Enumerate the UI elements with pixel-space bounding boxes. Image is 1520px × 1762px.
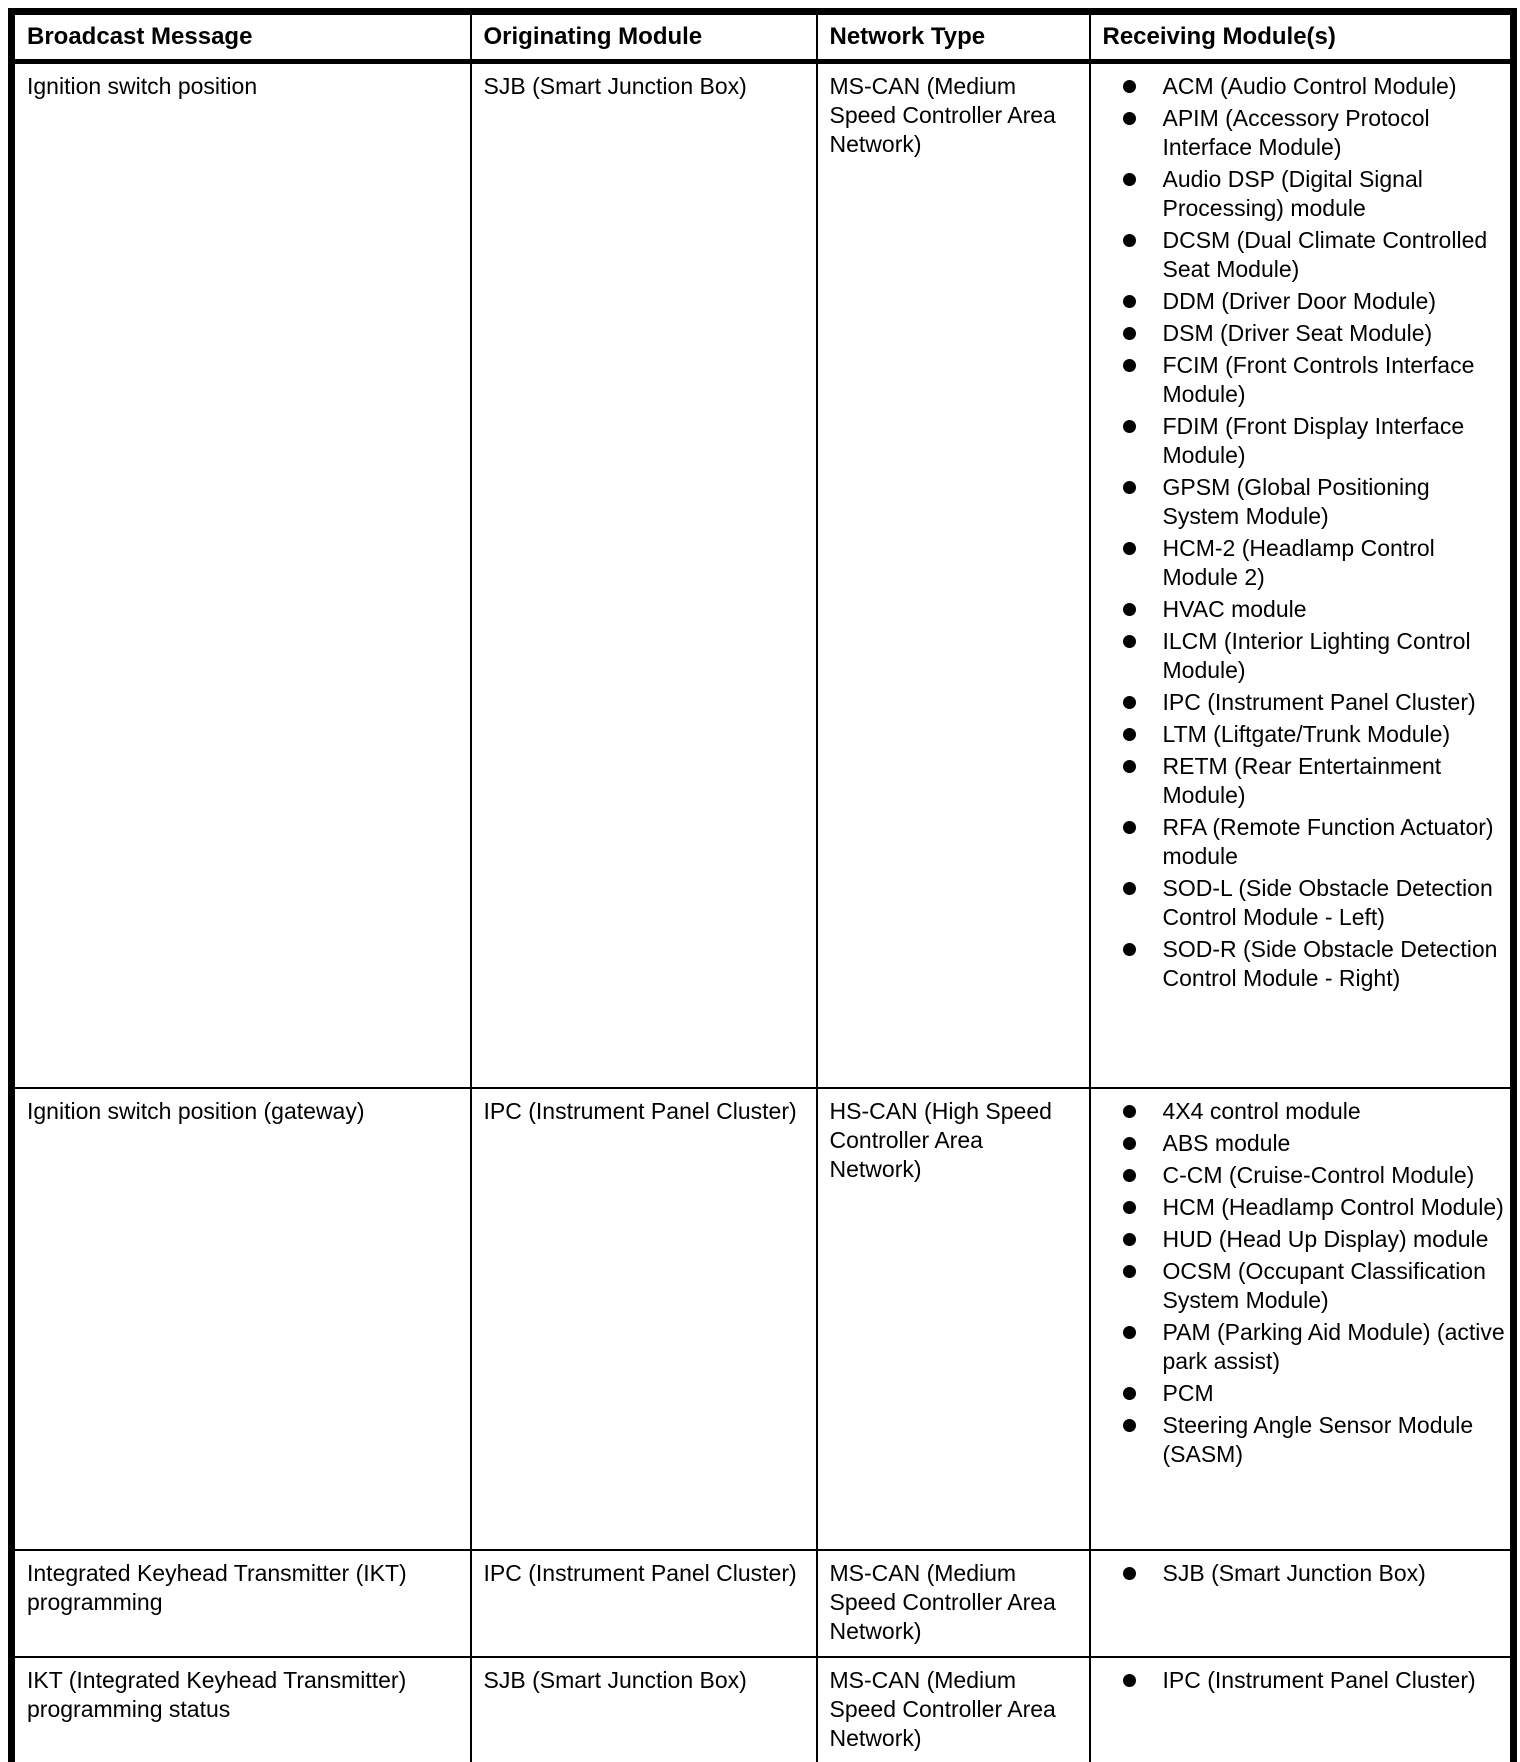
receiving-module-item: ILCM (Interior Lighting Control Module) — [1122, 627, 1507, 685]
receiving-module-item: Steering Angle Sensor Module (SASM) — [1122, 1411, 1507, 1469]
receiving-module-item: SOD-L (Side Obstacle Detection Control M… — [1122, 874, 1507, 932]
receiving-module-item: C-CM (Cruise-Control Module) — [1122, 1161, 1507, 1190]
receiving-module-item: DCSM (Dual Climate Controlled Seat Modul… — [1122, 226, 1507, 284]
receiving-module-item: IPC (Instrument Panel Cluster) — [1122, 688, 1507, 717]
receiving-module-item: DSM (Driver Seat Module) — [1122, 319, 1507, 348]
receiving-module-item: RETM (Rear Entertainment Module) — [1122, 752, 1507, 810]
receiving-module-item: DDM (Driver Door Module) — [1122, 287, 1507, 316]
receiving-module-item: PAM (Parking Aid Module) (active park as… — [1122, 1318, 1507, 1376]
receiving-module-item: RFA (Remote Function Actuator) module — [1122, 813, 1507, 871]
receiving-module-item: PCM — [1122, 1379, 1507, 1408]
receiving-module-item: HUD (Head Up Display) module — [1122, 1225, 1507, 1254]
receiving-modules-cell: IPC (Instrument Panel Cluster) — [1088, 1655, 1515, 1762]
network-type-cell: HS-CAN (High Speed Controller Area Netwo… — [815, 1086, 1091, 1551]
broadcast-message-cell: Ignition switch position — [10, 60, 472, 1089]
table-row: Ignition switch position (gateway) IPC (I… — [10, 1086, 1515, 1551]
broadcast-message-cell: Integrated Keyhead Transmitter (IKT) pro… — [10, 1548, 472, 1658]
receiving-module-item: APIM (Accessory Protocol Interface Modul… — [1122, 104, 1507, 162]
receiving-module-item: LTM (Liftgate/Trunk Module) — [1122, 720, 1507, 749]
receiving-module-item: FDIM (Front Display Interface Module) — [1122, 412, 1507, 470]
originating-module-cell: IPC (Instrument Panel Cluster) — [469, 1086, 818, 1551]
receiving-module-item: ACM (Audio Control Module) — [1122, 72, 1507, 101]
receiving-module-item: FCIM (Front Controls Interface Module) — [1122, 351, 1507, 409]
receiving-modules-list: 4X4 control module ABS module C-CM (Cruise… — [1101, 1097, 1507, 1469]
table-row: Integrated Keyhead Transmitter (IKT) pro… — [10, 1548, 1515, 1658]
receiving-modules-list: ACM (Audio Control Module) APIM (Accessor… — [1101, 72, 1507, 993]
table-body: Ignition switch position SJB (Smart Junct… — [10, 60, 1515, 1762]
receiving-modules-cell: 4X4 control module ABS module C-CM (Cruise… — [1088, 1086, 1515, 1551]
network-type-cell: MS-CAN (Medium Speed Controller Area Net… — [815, 1655, 1091, 1762]
receiving-module-item: SOD-R (Side Obstacle Detection Control M… — [1122, 935, 1507, 993]
column-header-network-type: Network Type — [815, 10, 1091, 64]
column-header-receiving-modules: Receiving Module(s) — [1088, 10, 1515, 64]
receiving-module-item: HCM (Headlamp Control Module) — [1122, 1193, 1507, 1222]
receiving-module-item: HCM-2 (Headlamp Control Module 2) — [1122, 534, 1507, 592]
broadcast-message-table: Broadcast Message Originating Module Net… — [8, 8, 1517, 1762]
receiving-module-item: SJB (Smart Junction Box) — [1122, 1559, 1507, 1588]
column-header-originating-module: Originating Module — [469, 10, 818, 64]
network-type-cell: MS-CAN (Medium Speed Controller Area Net… — [815, 1548, 1091, 1658]
broadcast-message-cell: Ignition switch position (gateway) — [10, 1086, 472, 1551]
table-header: Broadcast Message Originating Module Net… — [10, 10, 1515, 64]
network-type-cell: MS-CAN (Medium Speed Controller Area Net… — [815, 60, 1091, 1089]
column-header-broadcast-message: Broadcast Message — [10, 10, 472, 64]
receiving-module-item: 4X4 control module — [1122, 1097, 1507, 1126]
receiving-modules-cell: ACM (Audio Control Module) APIM (Accessor… — [1088, 60, 1515, 1089]
receiving-module-item: OCSM (Occupant Classification System Mod… — [1122, 1257, 1507, 1315]
receiving-modules-list: SJB (Smart Junction Box) — [1101, 1559, 1507, 1588]
table-row: Ignition switch position SJB (Smart Junct… — [10, 60, 1515, 1089]
originating-module-cell: IPC (Instrument Panel Cluster) — [469, 1548, 818, 1658]
broadcast-message-cell: IKT (Integrated Keyhead Transmitter) pro… — [10, 1655, 472, 1762]
table-header-row: Broadcast Message Originating Module Net… — [10, 10, 1515, 64]
originating-module-cell: SJB (Smart Junction Box) — [469, 60, 818, 1089]
receiving-module-item: Audio DSP (Digital Signal Processing) mo… — [1122, 165, 1507, 223]
receiving-modules-list: IPC (Instrument Panel Cluster) — [1101, 1666, 1507, 1695]
receiving-module-item: IPC (Instrument Panel Cluster) — [1122, 1666, 1507, 1695]
receiving-module-item: ABS module — [1122, 1129, 1507, 1158]
originating-module-cell: SJB (Smart Junction Box) — [469, 1655, 818, 1762]
receiving-module-item: HVAC module — [1122, 595, 1507, 624]
table-row: IKT (Integrated Keyhead Transmitter) pro… — [10, 1655, 1515, 1762]
receiving-module-item: GPSM (Global Positioning System Module) — [1122, 473, 1507, 531]
receiving-modules-cell: SJB (Smart Junction Box) — [1088, 1548, 1515, 1658]
